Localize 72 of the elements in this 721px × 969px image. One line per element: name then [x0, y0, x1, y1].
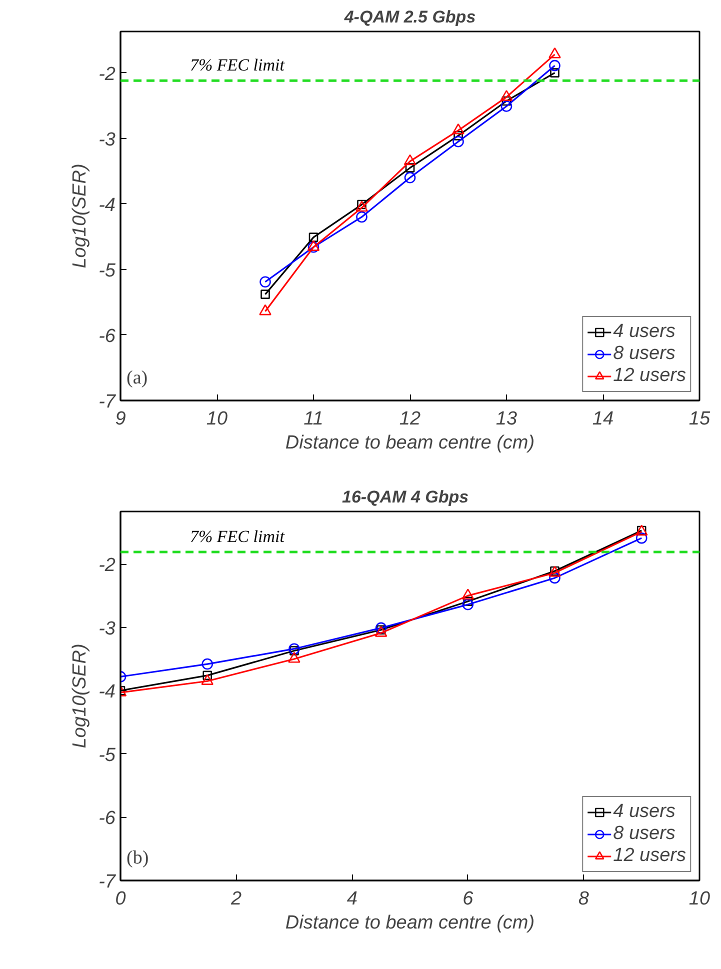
legend-label: 8 users — [613, 343, 676, 365]
legend-label: 8 users — [613, 823, 676, 845]
x-tick-label: 10 — [688, 888, 710, 910]
point — [502, 96, 512, 106]
x-tick-label: 6 — [462, 888, 474, 910]
point — [288, 643, 300, 654]
x-axis-title: Distance to beam centre (cm) — [285, 912, 535, 934]
point — [548, 47, 561, 58]
legend-label: 4 users — [613, 321, 676, 343]
y-tick-label: -4 — [98, 194, 116, 216]
x-tick-label: 4 — [346, 888, 358, 910]
y-tick-label: -7 — [98, 392, 117, 412]
point — [452, 136, 464, 148]
point — [202, 658, 213, 670]
x-tick-label: 0 — [115, 888, 126, 910]
point — [463, 596, 473, 606]
y-tick-label: -4 — [98, 682, 116, 703]
legend-label: 4 users — [613, 801, 676, 823]
chart-title: 4-QAM 2.5 Gbps — [343, 8, 476, 26]
point — [405, 163, 415, 172]
y-tick-label: -3 — [98, 618, 116, 640]
point — [308, 232, 318, 242]
point — [500, 90, 513, 101]
y-tick-label: -2 — [98, 64, 116, 85]
y-tick-label: -2 — [98, 555, 116, 576]
y-tick-label: -7 — [98, 872, 117, 892]
point — [549, 572, 560, 584]
y-tick-label: -6 — [98, 808, 116, 830]
x-tick-label: 11 — [304, 408, 324, 430]
ref-line-label: 7% FEC limit — [190, 527, 286, 546]
x-tick-label: 12 — [399, 408, 421, 430]
point — [375, 622, 387, 634]
point — [288, 652, 300, 663]
x-tick-label: 10 — [206, 408, 228, 430]
x-tick-label: 9 — [115, 408, 126, 430]
x-tick-label: 15 — [688, 408, 710, 430]
annotation: (b) — [126, 848, 149, 868]
point — [202, 670, 212, 680]
point — [454, 131, 463, 140]
point — [356, 200, 368, 212]
point — [549, 60, 560, 72]
point — [462, 588, 474, 600]
point — [290, 646, 299, 656]
y-tick-label: -6 — [98, 326, 116, 347]
ref-line-label: 7% FEC limit — [190, 56, 286, 75]
point — [260, 276, 271, 288]
point — [259, 304, 272, 316]
y-tick-label: -5 — [98, 744, 116, 766]
legend-label: 12 users — [613, 845, 686, 867]
y-tick-label: -5 — [98, 260, 116, 282]
point — [357, 200, 366, 210]
point — [550, 68, 560, 78]
chart-title: 16-QAM 4 Gbps — [342, 488, 469, 506]
x-tick-label: 13 — [496, 408, 518, 430]
point — [636, 532, 648, 544]
x-tick-label: 2 — [230, 888, 242, 910]
y-axis-title: Log10(SER) — [70, 164, 91, 268]
point — [462, 598, 474, 610]
x-tick-label: 8 — [578, 888, 590, 910]
point — [260, 290, 270, 299]
legend-label: 12 users — [613, 365, 686, 387]
y-axis-title: Log10(SER) — [70, 644, 91, 748]
point — [500, 100, 512, 112]
point — [201, 674, 214, 685]
point — [404, 154, 416, 166]
point — [356, 211, 368, 223]
point — [404, 172, 416, 184]
point — [452, 123, 464, 134]
x-tick-label: 14 — [592, 408, 614, 430]
y-tick-label: -3 — [98, 129, 116, 150]
x-axis-title: Distance to beam centre (cm) — [285, 432, 535, 454]
annotation: (a) — [126, 368, 148, 388]
